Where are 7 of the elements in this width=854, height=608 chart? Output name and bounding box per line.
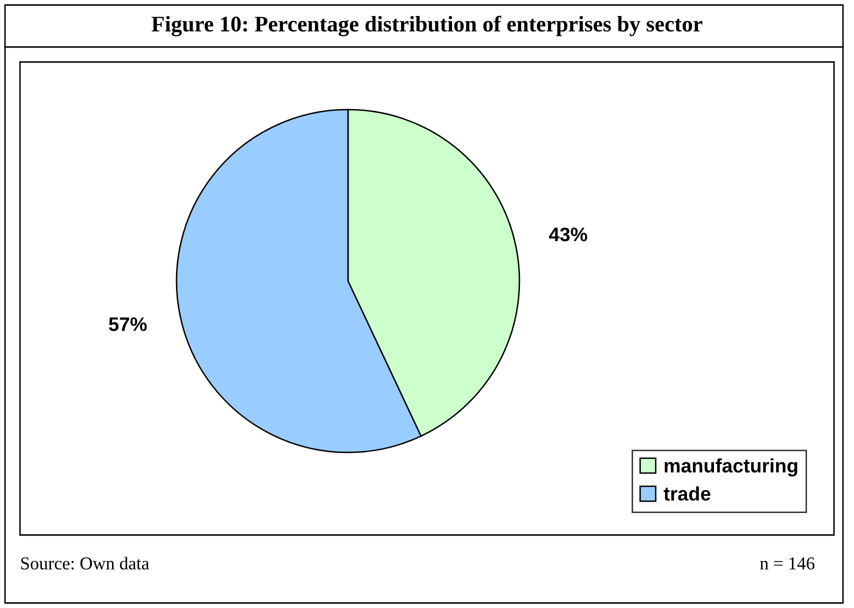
source-note: Source: Own data bbox=[21, 556, 150, 570]
chart-title: Figure 10: Percentage distribution of enterprises by sector bbox=[152, 16, 702, 36]
legend-label: trade bbox=[664, 486, 710, 501]
data-label: 57% bbox=[108, 317, 147, 332]
data-label: 43% bbox=[549, 228, 588, 242]
text: n = 146 bbox=[760, 557, 814, 570]
legend-label: manufacturing bbox=[664, 458, 798, 477]
